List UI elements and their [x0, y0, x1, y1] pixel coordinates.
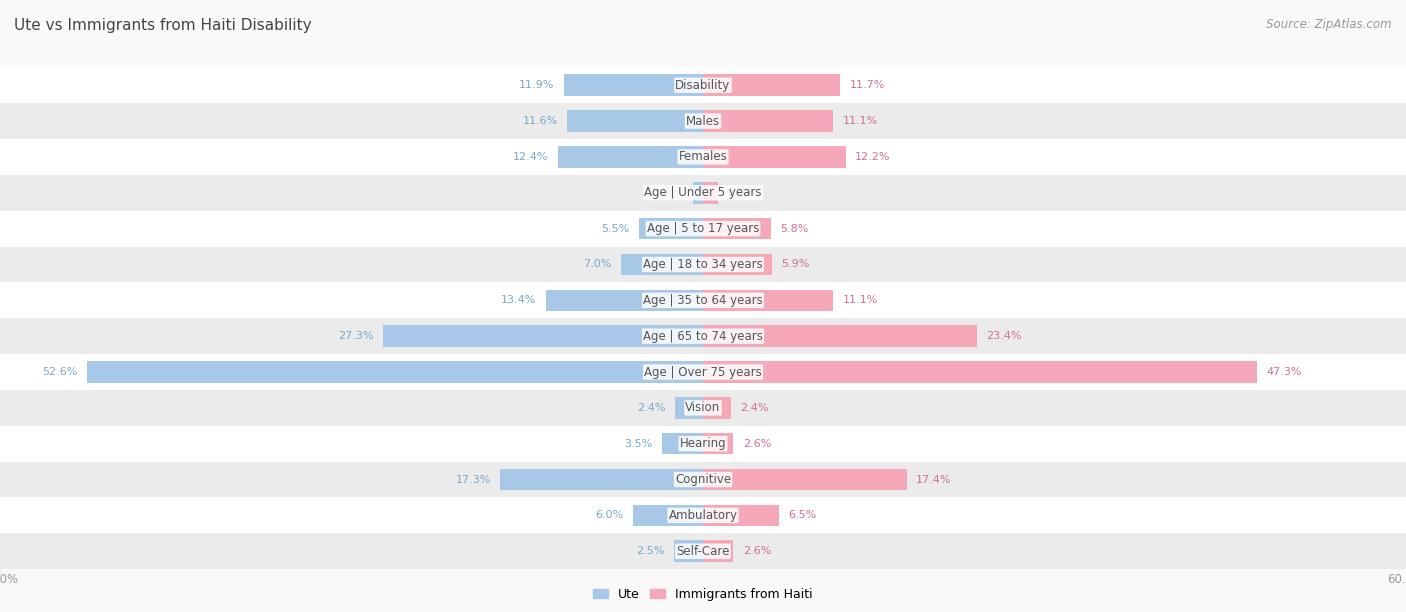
Bar [633, 505, 703, 526]
Bar [0, 175, 1406, 211]
Text: Ambulatory: Ambulatory [668, 509, 738, 522]
Text: Age | 5 to 17 years: Age | 5 to 17 years [647, 222, 759, 235]
Text: 5.8%: 5.8% [780, 223, 808, 234]
Bar [703, 146, 846, 168]
Bar [703, 110, 832, 132]
Bar [693, 182, 703, 204]
Bar [703, 397, 731, 419]
Text: 2.5%: 2.5% [636, 547, 665, 556]
Bar [703, 289, 832, 311]
Legend: Ute, Immigrants from Haiti: Ute, Immigrants from Haiti [588, 583, 818, 606]
Bar [675, 397, 703, 419]
Text: 12.4%: 12.4% [513, 152, 548, 162]
Bar [621, 254, 703, 275]
Bar [0, 103, 1406, 139]
Text: 12.2%: 12.2% [855, 152, 891, 162]
Bar [703, 433, 734, 455]
Text: Cognitive: Cognitive [675, 473, 731, 486]
Bar [0, 461, 1406, 498]
Bar [0, 211, 1406, 247]
Text: 5.5%: 5.5% [600, 223, 630, 234]
Bar [0, 67, 1406, 103]
Text: Self-Care: Self-Care [676, 545, 730, 558]
Bar [546, 289, 703, 311]
Text: 5.9%: 5.9% [782, 259, 810, 269]
Bar [0, 139, 1406, 175]
Text: Age | 18 to 34 years: Age | 18 to 34 years [643, 258, 763, 271]
Bar [0, 533, 1406, 569]
Text: 11.6%: 11.6% [523, 116, 558, 126]
Text: 23.4%: 23.4% [987, 331, 1022, 341]
Bar [638, 218, 703, 239]
Bar [703, 218, 770, 239]
Text: 47.3%: 47.3% [1267, 367, 1302, 377]
Bar [567, 110, 703, 132]
Text: 6.5%: 6.5% [789, 510, 817, 520]
Text: 11.9%: 11.9% [519, 80, 554, 90]
Text: Age | Over 75 years: Age | Over 75 years [644, 365, 762, 378]
Bar [0, 498, 1406, 533]
Text: 17.4%: 17.4% [917, 474, 952, 485]
Text: 2.4%: 2.4% [637, 403, 665, 413]
Text: 2.6%: 2.6% [742, 547, 772, 556]
Bar [0, 247, 1406, 282]
Text: 1.3%: 1.3% [728, 188, 756, 198]
Text: Hearing: Hearing [679, 437, 727, 450]
Bar [703, 540, 734, 562]
Bar [0, 282, 1406, 318]
Bar [703, 361, 1257, 382]
Text: 0.86%: 0.86% [648, 188, 683, 198]
Text: Age | 35 to 64 years: Age | 35 to 64 years [643, 294, 763, 307]
Bar [703, 505, 779, 526]
Text: Age | 65 to 74 years: Age | 65 to 74 years [643, 330, 763, 343]
Bar [0, 390, 1406, 426]
Text: 13.4%: 13.4% [502, 296, 537, 305]
Text: 6.0%: 6.0% [595, 510, 623, 520]
Bar [703, 254, 772, 275]
Text: 27.3%: 27.3% [339, 331, 374, 341]
Text: Males: Males [686, 114, 720, 127]
Bar [703, 75, 841, 96]
Bar [564, 75, 703, 96]
Bar [501, 469, 703, 490]
Text: 3.5%: 3.5% [624, 439, 652, 449]
Bar [0, 426, 1406, 461]
Text: Vision: Vision [685, 401, 721, 414]
Bar [703, 469, 907, 490]
Bar [662, 433, 703, 455]
Text: 11.1%: 11.1% [842, 116, 877, 126]
Text: Age | Under 5 years: Age | Under 5 years [644, 186, 762, 200]
Text: 2.4%: 2.4% [741, 403, 769, 413]
Text: 17.3%: 17.3% [456, 474, 491, 485]
Text: 7.0%: 7.0% [583, 259, 612, 269]
Bar [0, 318, 1406, 354]
Text: 52.6%: 52.6% [42, 367, 77, 377]
Text: Ute vs Immigrants from Haiti Disability: Ute vs Immigrants from Haiti Disability [14, 18, 312, 34]
Bar [673, 540, 703, 562]
Text: 11.1%: 11.1% [842, 296, 877, 305]
Text: Source: ZipAtlas.com: Source: ZipAtlas.com [1267, 18, 1392, 31]
Bar [703, 326, 977, 347]
Text: Females: Females [679, 151, 727, 163]
Bar [382, 326, 703, 347]
Bar [558, 146, 703, 168]
Bar [0, 354, 1406, 390]
Text: 2.6%: 2.6% [742, 439, 772, 449]
Bar [87, 361, 703, 382]
Text: Disability: Disability [675, 79, 731, 92]
Text: 11.7%: 11.7% [849, 80, 884, 90]
Bar [703, 182, 718, 204]
